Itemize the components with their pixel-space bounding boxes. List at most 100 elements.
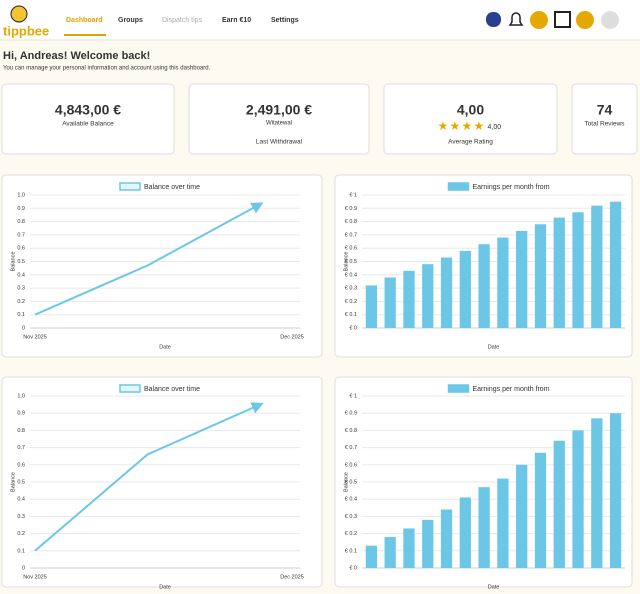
- y-tick-label: 0.1: [17, 548, 25, 554]
- rating: 4,00: [488, 124, 502, 131]
- y-tick-label: € 0.3: [345, 286, 357, 292]
- legend-swatch: [119, 384, 141, 393]
- bar: [459, 250, 471, 328]
- y-tick-label: € 0.9: [345, 411, 357, 417]
- bar: [497, 478, 509, 568]
- star: ★: [450, 119, 461, 133]
- coin-icon[interactable]: [530, 11, 548, 29]
- bar: [403, 270, 415, 328]
- legend-swatch: [119, 182, 141, 191]
- x-tick-label: Nov 2025: [23, 574, 47, 580]
- y-tick-label: € 0.2: [345, 531, 357, 537]
- y-tick-label: 0.8: [17, 428, 25, 434]
- y-axis-label: Balance: [10, 252, 16, 272]
- stat-cards: 4,843,00 € Available Balance 2,491,00 € Wit…: [1, 83, 638, 155]
- y-tick-label: 0: [22, 565, 25, 571]
- bar: [440, 257, 453, 328]
- x-axis-label: Date: [488, 584, 500, 589]
- bar: [553, 217, 565, 328]
- nav-item[interactable]: Settings: [271, 17, 299, 24]
- stat-label: Available Balance: [62, 121, 114, 128]
- y-tick-label: 1.0: [17, 393, 25, 399]
- x-tick-label: Nov 2025: [23, 334, 47, 340]
- y-tick-label: 0.8: [17, 219, 25, 225]
- bar: [422, 519, 434, 568]
- line-series: [34, 402, 264, 552]
- bar: [609, 201, 622, 328]
- bell-icon[interactable]: [508, 12, 524, 26]
- bar: [422, 264, 434, 328]
- bar: [609, 413, 622, 568]
- y-axis-label: Balance: [343, 252, 349, 272]
- bar: [534, 452, 547, 568]
- y-tick-label: 0.5: [17, 259, 25, 265]
- star: ★: [474, 119, 485, 133]
- y-tick-label: € 0.2: [345, 299, 357, 305]
- y-tick-label: 0.9: [17, 411, 25, 417]
- legend-swatch: [447, 384, 470, 393]
- y-tick-label: € 0.6: [345, 246, 357, 252]
- stat-label: Average Rating: [448, 139, 493, 146]
- greeting-subtitle: You can manage your personal information…: [3, 66, 211, 72]
- y-tick-label: 0.7: [17, 232, 25, 238]
- y-tick-label: € 0: [349, 565, 357, 571]
- y-tick-label: € 0.9: [345, 206, 357, 212]
- star: ★: [438, 119, 449, 133]
- y-tick-label: € 0.6: [345, 462, 357, 468]
- bar: [478, 244, 490, 328]
- y-tick-label: € 0.5: [345, 479, 357, 485]
- bar: [516, 464, 528, 568]
- x-axis-label: Date: [159, 344, 171, 350]
- bar: [440, 509, 453, 568]
- bar: [365, 285, 378, 328]
- y-axis-label: Balance: [10, 472, 16, 492]
- y-tick-label: 0.5: [17, 479, 25, 485]
- y-tick-label: € 0.4: [345, 272, 357, 278]
- y-tick-label: € 0.3: [345, 514, 357, 520]
- nav-item[interactable]: Dashboard: [66, 17, 103, 24]
- x-axis-label: Date: [488, 344, 500, 350]
- y-tick-label: 0.2: [17, 299, 25, 305]
- stat-value: 2,491,00 €: [246, 102, 312, 118]
- stat-value: 4,00: [457, 102, 484, 118]
- stat-note: Witatewal: [266, 121, 292, 127]
- y-tick-label: 0.6: [17, 246, 25, 252]
- bar: [572, 430, 584, 568]
- nav-item[interactable]: Groups: [118, 17, 143, 24]
- flag-icon[interactable]: [486, 12, 501, 27]
- legend-label: Balance over time: [144, 386, 200, 393]
- y-tick-label: 1.0: [17, 192, 25, 198]
- stat-card: [383, 83, 558, 155]
- stat-label: Total Reviews: [584, 121, 625, 128]
- y-tick-label: € 0: [349, 325, 357, 331]
- legend-label: Earnings per month from: [473, 386, 550, 393]
- y-tick-label: 0.1: [17, 312, 25, 318]
- bar: [553, 440, 565, 568]
- nav-item[interactable]: Earn €10: [222, 17, 251, 24]
- nav-item[interactable]: Dispatch tips: [162, 17, 203, 24]
- y-tick-label: 0.3: [17, 286, 25, 292]
- bar: [534, 224, 547, 328]
- chart-panel: [1, 174, 323, 358]
- legend-label: Balance over time: [144, 184, 200, 191]
- qr-icon[interactable]: [554, 11, 571, 28]
- bar: [403, 528, 415, 568]
- bar: [591, 205, 603, 328]
- y-tick-label: € 0.1: [345, 548, 357, 554]
- legend-swatch: [447, 182, 470, 191]
- bar: [591, 418, 603, 568]
- avatar[interactable]: [601, 11, 619, 29]
- x-tick-label: Dec 2025: [280, 574, 304, 580]
- y-tick-label: € 0.4: [345, 497, 357, 503]
- cart-icon[interactable]: [576, 11, 594, 29]
- y-tick-label: 0.9: [17, 206, 25, 212]
- stat-card: [1, 83, 175, 155]
- logo-bee: [10, 5, 28, 23]
- y-tick-label: 0.6: [17, 462, 25, 468]
- y-tick-label: 0.4: [17, 497, 25, 503]
- logo[interactable]: tippbee: [3, 23, 49, 38]
- bar: [384, 537, 396, 568]
- y-tick-label: 0: [22, 325, 25, 331]
